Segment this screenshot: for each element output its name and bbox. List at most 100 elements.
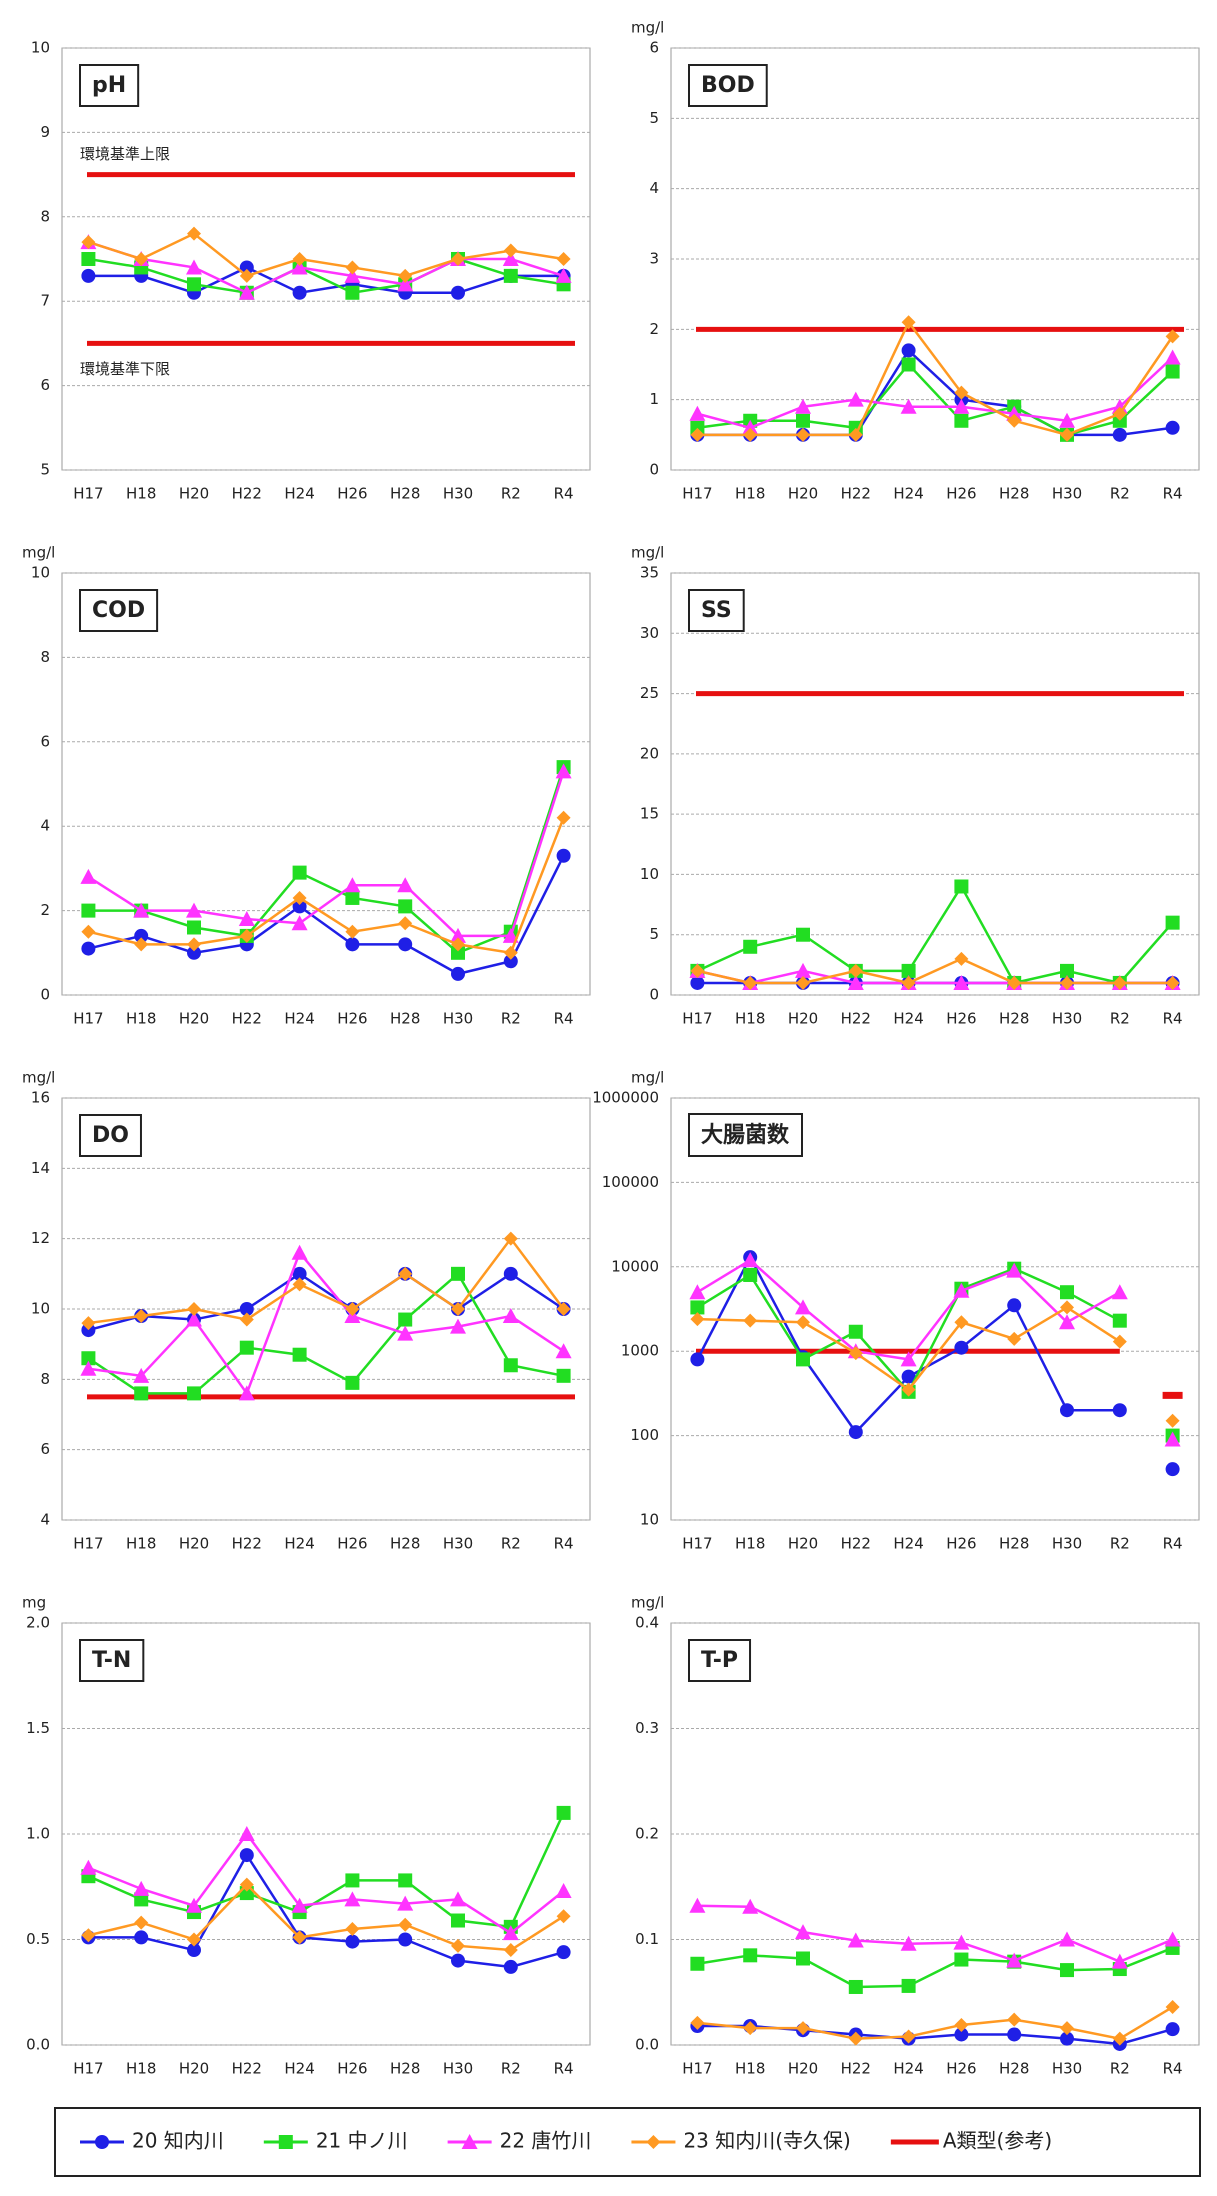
- x-tick-label: H30: [1052, 1010, 1082, 1028]
- marker: [954, 879, 969, 894]
- marker: [186, 259, 202, 275]
- x-tick-label: H18: [126, 1010, 156, 1028]
- series-line: [88, 232, 564, 278]
- x-tick-label: H30: [443, 1010, 473, 1028]
- marker: [1165, 2000, 1180, 2015]
- series-line: [88, 266, 564, 295]
- marker: [186, 1311, 202, 1327]
- marker: [901, 975, 916, 990]
- marker: [901, 357, 916, 372]
- marker: [187, 1932, 201, 1947]
- marker: [1112, 1334, 1127, 1349]
- marker: [954, 413, 969, 428]
- y-tick-label: 10: [31, 564, 50, 582]
- series-line: [88, 1272, 565, 1332]
- marker: [451, 285, 465, 300]
- x-tick-label: R2: [501, 485, 521, 503]
- marker: [690, 1300, 705, 1315]
- y-tick-label: 6: [40, 732, 50, 750]
- marker: [954, 1340, 969, 1355]
- marker: [187, 277, 201, 292]
- x-tick-label: H26: [337, 1535, 367, 1553]
- marker: [345, 890, 360, 905]
- marker: [239, 1302, 254, 1316]
- marker: [81, 1323, 96, 1338]
- marker: [954, 385, 969, 400]
- marker: [796, 1315, 810, 1330]
- marker: [134, 1892, 149, 1907]
- series-line: [87, 770, 565, 938]
- marker: [134, 1915, 149, 1930]
- marker: [292, 865, 307, 880]
- marker: [847, 1932, 864, 1948]
- series-line: [697, 2005, 1174, 2040]
- x-tick-label: H26: [946, 2060, 976, 2078]
- marker: [1006, 405, 1023, 421]
- plot-area: [670, 1097, 1200, 1521]
- y-tick-label: 0: [40, 986, 50, 1004]
- x-tick-label: H24: [284, 1535, 314, 1553]
- marker: [397, 1895, 414, 1911]
- marker: [555, 763, 572, 779]
- x-tick-label: H17: [73, 1010, 103, 1028]
- marker: [95, 2135, 109, 2149]
- x-tick-label: H18: [735, 1010, 765, 1028]
- marker: [186, 1897, 202, 1913]
- unit-label: mg/l: [22, 544, 55, 562]
- marker: [1059, 1931, 1075, 1947]
- x-tick-label: H30: [1052, 1535, 1082, 1553]
- marker: [690, 1312, 705, 1327]
- x-tick-label: H22: [232, 1535, 262, 1553]
- marker: [502, 1308, 519, 1324]
- marker: [1060, 2031, 1074, 2046]
- y-tick-label: 7: [40, 292, 50, 310]
- marker: [556, 1302, 571, 1316]
- marker: [743, 1267, 758, 1282]
- title-box: [79, 1114, 142, 1157]
- marker: [134, 252, 149, 266]
- x-tick-label: H24: [893, 485, 923, 503]
- marker: [556, 252, 571, 266]
- marker: [187, 1943, 201, 1958]
- marker: [848, 2031, 863, 2046]
- marker: [1112, 2031, 1127, 2046]
- marker: [954, 1315, 969, 1330]
- y-tick-label: 4: [40, 1511, 50, 1529]
- y-tick-label: 8: [40, 207, 50, 225]
- marker: [80, 1360, 97, 1376]
- legend-label: 23 知内川(寺久保): [683, 2129, 850, 2153]
- marker: [1165, 364, 1180, 379]
- marker: [503, 1959, 518, 1974]
- marker: [1112, 1313, 1127, 1328]
- marker: [954, 2027, 969, 2042]
- marker: [1007, 2012, 1022, 2027]
- marker: [451, 1266, 465, 1281]
- marker: [80, 1859, 97, 1875]
- x-tick-label: H22: [841, 485, 871, 503]
- marker: [555, 1343, 572, 1359]
- marker: [953, 1934, 970, 1950]
- x-tick-label: H20: [788, 1535, 818, 1553]
- marker: [690, 427, 705, 442]
- marker: [1007, 413, 1022, 428]
- x-tick-label: H24: [284, 2060, 314, 2078]
- series-line: [88, 817, 565, 955]
- y-tick-label: 0.0: [26, 2036, 50, 2054]
- x-tick-label: H30: [1052, 2060, 1082, 2078]
- y-tick-label: 0.3: [635, 1719, 659, 1737]
- x-tick-label: R4: [554, 1535, 574, 1553]
- chart-title: 大腸菌数: [701, 1122, 790, 1148]
- marker: [81, 941, 96, 956]
- marker: [1059, 1314, 1075, 1330]
- marker: [187, 226, 201, 241]
- marker: [1165, 329, 1180, 344]
- y-tick-label: 30: [640, 624, 659, 642]
- x-tick-label: R2: [1110, 1535, 1130, 1553]
- marker: [848, 1346, 863, 1361]
- marker: [292, 1347, 307, 1362]
- title-box: [79, 589, 159, 632]
- marker: [292, 1930, 307, 1945]
- marker: [901, 315, 916, 330]
- x-tick-label: H30: [443, 485, 473, 503]
- marker: [690, 963, 705, 978]
